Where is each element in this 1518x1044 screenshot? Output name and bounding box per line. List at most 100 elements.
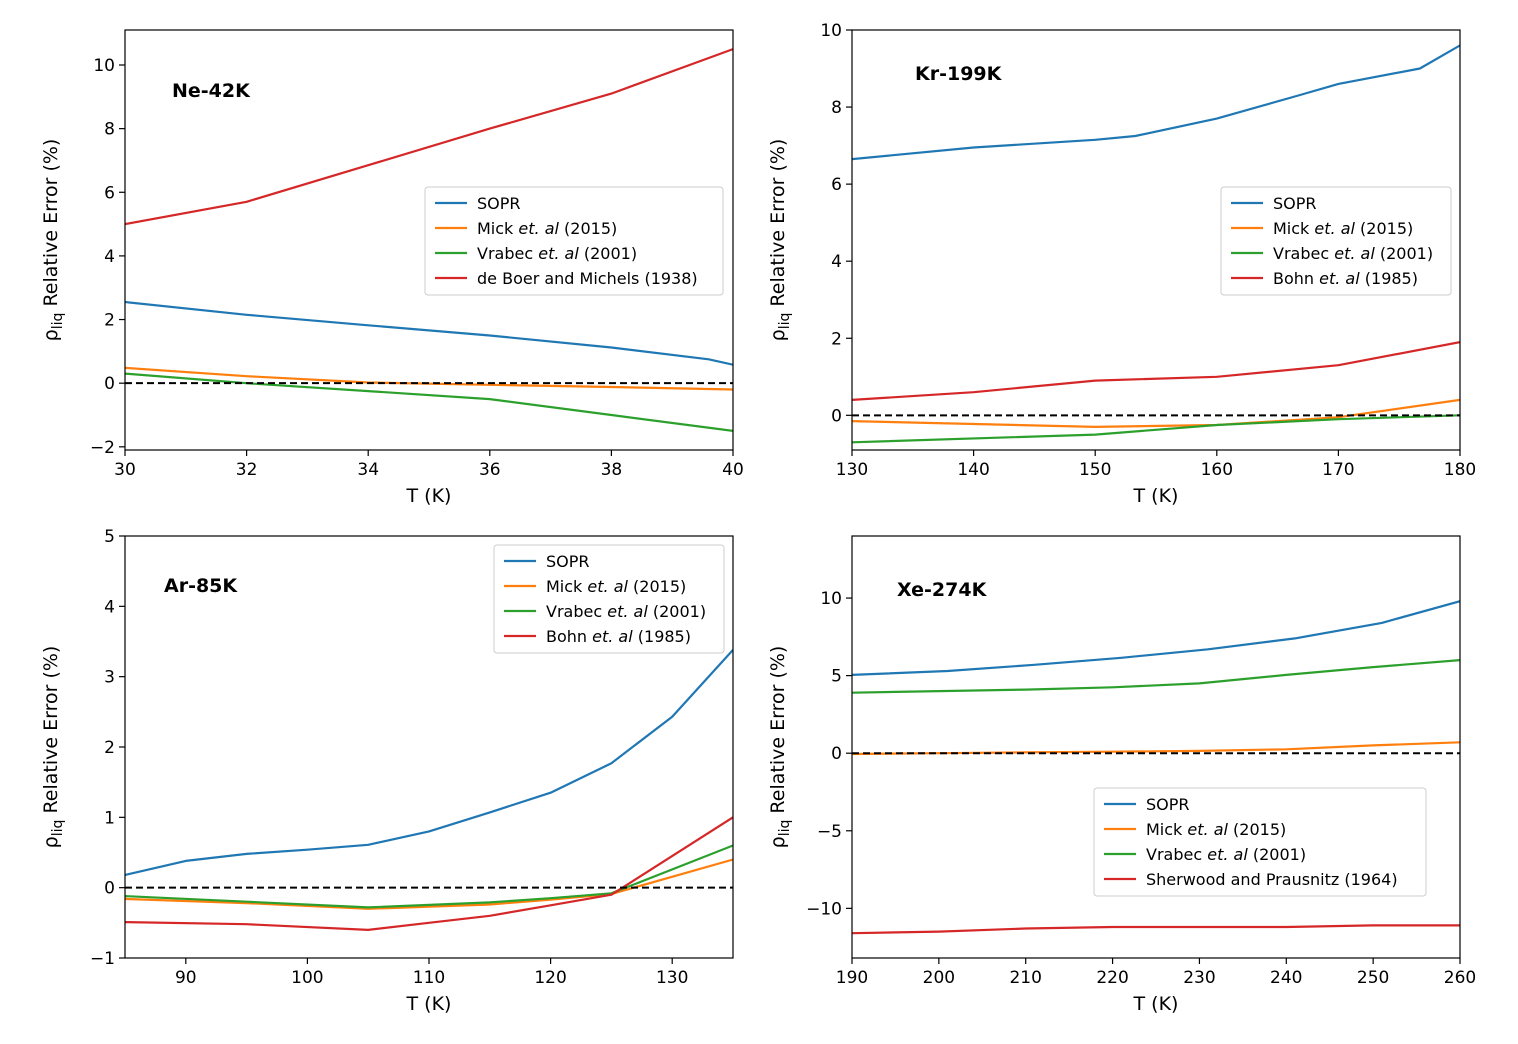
legend-label-part: Mick bbox=[1273, 219, 1314, 238]
legend-label: Vrabec et. al (2001) bbox=[477, 244, 637, 263]
x-tick-label: 200 bbox=[923, 968, 955, 988]
series-line-vrabec bbox=[852, 659, 1460, 694]
y-tick-label: −1 bbox=[90, 949, 115, 969]
chart-panel-xe: 190 200 210 220 230 240 250 260 −10 −5 0 5 10 T (K) ρl… bbox=[767, 535, 1476, 1015]
y-tick-label: 5 bbox=[104, 527, 115, 547]
legend-label-part: SOPR bbox=[546, 552, 590, 571]
x-axis-label: T (K) bbox=[1133, 485, 1179, 507]
plot-frame bbox=[124, 29, 734, 451]
x-tick-label: 36 bbox=[479, 460, 501, 480]
y-tick-label: 2 bbox=[104, 311, 115, 331]
y-tick-label: 3 bbox=[104, 668, 115, 688]
y-tick-label: 4 bbox=[104, 247, 115, 267]
legend-label-italic: et. al bbox=[607, 602, 648, 621]
y-axis-label: ρliq Relative Error (%) bbox=[40, 139, 66, 342]
legend-label-part: (2015) bbox=[628, 577, 686, 596]
legend-label: Mick et. al (2015) bbox=[477, 219, 617, 238]
series-line-sherwood bbox=[852, 924, 1460, 935]
legend-label-part: Mick bbox=[1146, 820, 1187, 839]
x-tick-label: 120 bbox=[534, 968, 566, 988]
y-axis-label-subscript: liq bbox=[777, 313, 793, 330]
legend-label-italic: et. al bbox=[518, 219, 559, 238]
panel-title: Ar-85K bbox=[164, 575, 238, 597]
x-tick-label: 90 bbox=[175, 968, 197, 988]
legend-label: Bohn et. al (1985) bbox=[1273, 269, 1418, 288]
x-tick-label: 130 bbox=[836, 460, 868, 480]
y-axis-label-symbol: ρ bbox=[40, 836, 62, 848]
series-line-sopr bbox=[125, 649, 733, 877]
x-tick-label: 240 bbox=[1270, 968, 1302, 988]
y-tick-label: 6 bbox=[104, 183, 115, 203]
x-axis-label: T (K) bbox=[406, 485, 452, 507]
series-line-sopr bbox=[852, 600, 1460, 676]
chart-panel-ar: 90 100 110 120 130 −1 0 1 2 3 4 5 T (K) ρliq Relative… bbox=[40, 527, 734, 1015]
x-tick-label: 30 bbox=[114, 460, 136, 480]
legend-label-part: (2015) bbox=[1355, 219, 1413, 238]
series-line-bohn bbox=[852, 341, 1460, 401]
y-tick-label: 4 bbox=[831, 252, 842, 272]
series-line-de bbox=[125, 48, 733, 226]
legend-label: Vrabec et. al (2001) bbox=[1146, 845, 1306, 864]
legend-label-part: SOPR bbox=[1273, 194, 1317, 213]
y-tick-label: 1 bbox=[104, 808, 115, 828]
y-axis-label-symbol: ρ bbox=[767, 329, 789, 341]
panel-title: Kr-199K bbox=[915, 63, 1003, 85]
y-axis-label-subscript: liq bbox=[50, 820, 66, 837]
x-tick-label: 260 bbox=[1444, 968, 1476, 988]
legend: SOPR Mick et. al (2015) Vrabec et. al (200… bbox=[1220, 186, 1452, 296]
legend-box bbox=[424, 186, 724, 296]
y-tick-label: 8 bbox=[104, 120, 115, 140]
y-axis-label-subscript: liq bbox=[777, 820, 793, 837]
series-line-bohn bbox=[125, 816, 733, 932]
legend-label-part: SOPR bbox=[477, 194, 521, 213]
y-axis-label-symbol: ρ bbox=[40, 329, 62, 341]
legend: SOPR Mick et. al (2015) Vrabec et. al (200… bbox=[424, 186, 724, 296]
legend-label: Vrabec et. al (2001) bbox=[1273, 244, 1433, 263]
legend-label-part: Vrabec bbox=[1146, 845, 1207, 864]
y-axis-label-text: Relative Error (%) bbox=[40, 646, 62, 820]
legend-label: SOPR bbox=[477, 194, 521, 213]
series-group bbox=[125, 48, 733, 432]
legend-box bbox=[493, 544, 725, 654]
series-line-mick bbox=[125, 366, 733, 391]
plot-frame bbox=[851, 29, 1461, 451]
x-tick-label: 140 bbox=[957, 460, 989, 480]
x-tick-label: 38 bbox=[601, 460, 623, 480]
x-tick-label: 150 bbox=[1079, 460, 1111, 480]
legend-label-italic: et. al bbox=[538, 244, 579, 263]
series-line-vrabec bbox=[125, 372, 733, 432]
x-axis-label: T (K) bbox=[1133, 993, 1179, 1015]
legend-label-part: de Boer and Michels (1938) bbox=[477, 269, 698, 288]
y-axis-label: ρliq Relative Error (%) bbox=[767, 139, 793, 342]
legend-label-part: (2001) bbox=[1375, 244, 1433, 263]
y-tick-label: 4 bbox=[104, 597, 115, 617]
series-line-vrabec bbox=[125, 844, 733, 909]
legend-label-part: Mick bbox=[477, 219, 518, 238]
legend: SOPR Mick et. al (2015) Vrabec et. al (200… bbox=[1093, 787, 1427, 897]
legend-label: Mick et. al (2015) bbox=[1273, 219, 1413, 238]
series-line-sopr bbox=[852, 44, 1460, 161]
y-axis-label-subscript: liq bbox=[50, 313, 66, 330]
x-tick-label: 220 bbox=[1096, 968, 1128, 988]
y-tick-label: 10 bbox=[820, 589, 842, 609]
legend-label-italic: et. al bbox=[592, 627, 633, 646]
y-tick-label: 10 bbox=[93, 56, 115, 76]
legend-label: de Boer and Michels (1938) bbox=[477, 269, 698, 288]
legend-label-part: Vrabec bbox=[477, 244, 538, 263]
legend-label-part: Vrabec bbox=[546, 602, 607, 621]
x-tick-label: 170 bbox=[1322, 460, 1354, 480]
x-tick-label: 100 bbox=[291, 968, 323, 988]
legend-label-part: Mick bbox=[546, 577, 587, 596]
legend-label: Sherwood and Prausnitz (1964) bbox=[1146, 870, 1398, 889]
legend-label-italic: et. al bbox=[1334, 244, 1375, 263]
legend-label-part: (2015) bbox=[559, 219, 617, 238]
y-tick-label: 10 bbox=[820, 21, 842, 41]
x-tick-label: 160 bbox=[1201, 460, 1233, 480]
legend-label: Bohn et. al (1985) bbox=[546, 627, 691, 646]
x-tick-label: 250 bbox=[1357, 968, 1389, 988]
x-tick-label: 210 bbox=[1009, 968, 1041, 988]
x-tick-label: 130 bbox=[656, 968, 688, 988]
series-line-sopr bbox=[125, 300, 733, 366]
series-group bbox=[125, 649, 733, 932]
legend-label-part: Sherwood and Prausnitz (1964) bbox=[1146, 870, 1398, 889]
